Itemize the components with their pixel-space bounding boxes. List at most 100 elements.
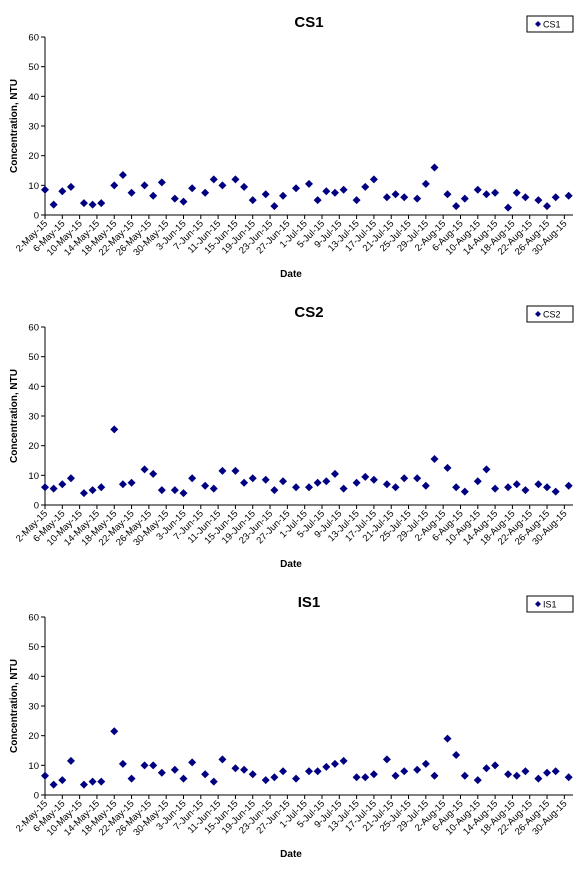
data-point <box>443 734 452 743</box>
data-point <box>261 776 270 785</box>
data-point <box>313 478 322 487</box>
data-point <box>313 196 322 205</box>
data-point <box>149 469 158 478</box>
data-point <box>170 765 179 774</box>
data-point <box>504 483 513 492</box>
data-point <box>110 425 119 434</box>
data-point <box>543 202 552 211</box>
data-point <box>218 181 227 190</box>
data-point <box>391 771 400 780</box>
data-point <box>140 181 149 190</box>
data-point <box>361 773 370 782</box>
data-point <box>79 489 88 498</box>
data-point <box>512 188 521 197</box>
chart-cs1: CS101020304050602-May-156-May-1510-May-1… <box>9 14 574 280</box>
data-point <box>551 193 560 202</box>
data-point <box>491 188 500 197</box>
data-point <box>179 489 188 498</box>
data-point <box>382 193 391 202</box>
data-point <box>504 770 513 779</box>
y-tick-label: 0 <box>34 211 39 222</box>
data-point <box>430 771 439 780</box>
legend: IS1 <box>526 595 574 613</box>
data-point <box>292 483 301 492</box>
legend-label: CS1 <box>543 20 561 30</box>
data-point <box>41 185 49 194</box>
data-point <box>118 759 127 768</box>
data-point <box>382 480 391 489</box>
data-point <box>452 483 461 492</box>
data-point <box>482 465 491 474</box>
legend-marker <box>535 21 541 27</box>
x-axis-label: Date <box>280 559 302 570</box>
data-point <box>188 184 197 193</box>
y-axis-label: Concentration, NTU <box>9 369 20 463</box>
data-point <box>400 193 409 202</box>
chart-is1: IS101020304050602-May-156-May-1510-May-1… <box>9 594 574 860</box>
data-point <box>421 759 430 768</box>
data-point <box>58 480 67 489</box>
y-tick-label: 10 <box>28 761 39 772</box>
data-point <box>110 727 119 736</box>
legend: CS2 <box>526 305 574 323</box>
y-tick-label: 0 <box>34 501 39 512</box>
chart-title: IS1 <box>298 594 321 611</box>
legend: CS1 <box>526 15 574 33</box>
data-point <box>473 185 482 194</box>
data-point <box>118 170 127 179</box>
data-point <box>201 481 210 490</box>
data-point <box>564 481 573 490</box>
data-point <box>49 780 58 789</box>
data-point <box>339 484 348 493</box>
data-point <box>413 765 422 774</box>
data-point <box>460 487 469 496</box>
data-point <box>41 771 49 780</box>
data-point <box>261 190 270 199</box>
data-point <box>127 188 136 197</box>
data-point <box>391 483 400 492</box>
data-point <box>313 767 322 776</box>
data-point <box>400 767 409 776</box>
data-point <box>421 179 430 188</box>
chart-panel-cs1: CS1 0 10 20 30 40 50 60 2-May-15 6-May-15 10-May-1… <box>0 0 585 291</box>
data-point <box>270 486 279 495</box>
data-point <box>482 190 491 199</box>
legend-box <box>526 305 574 323</box>
data-point <box>521 486 530 495</box>
data-point <box>188 758 197 767</box>
chart-panel-cs2: CS2 0 10 20 30 40 50 60 2-May-15 6-May-15 10-May-1… <box>0 290 585 581</box>
data-point <box>49 484 58 493</box>
y-tick-label: 60 <box>28 33 39 44</box>
data-point <box>292 184 301 193</box>
chart-panel-is1: IS1 0 10 20 30 40 50 60 2-May-15 6-May-15 10-May-1… <box>0 580 585 870</box>
data-point <box>473 776 482 785</box>
data-point <box>240 182 249 191</box>
data-point <box>361 182 370 191</box>
data-point <box>209 484 218 493</box>
data-point <box>279 191 288 200</box>
data-point <box>97 199 106 208</box>
data-point <box>149 191 158 200</box>
data-point <box>564 191 573 200</box>
data-point <box>248 770 257 779</box>
data-point <box>413 474 422 483</box>
y-tick-label: 20 <box>28 731 39 742</box>
data-point <box>110 181 119 190</box>
data-point <box>504 203 513 212</box>
data-point <box>361 472 370 481</box>
data-point <box>521 193 530 202</box>
y-tick-label: 0 <box>34 791 39 802</box>
legend-label: IS1 <box>543 600 557 610</box>
data-point <box>430 163 439 172</box>
data-point <box>330 469 339 478</box>
data-point <box>512 480 521 489</box>
y-tick-label: 10 <box>28 471 39 482</box>
data-point <box>369 475 378 484</box>
data-point <box>231 466 240 475</box>
y-tick-label: 40 <box>28 92 39 103</box>
y-tick-label: 10 <box>28 181 39 192</box>
data-point <box>157 486 166 495</box>
data-point <box>79 780 88 789</box>
data-point <box>188 474 197 483</box>
